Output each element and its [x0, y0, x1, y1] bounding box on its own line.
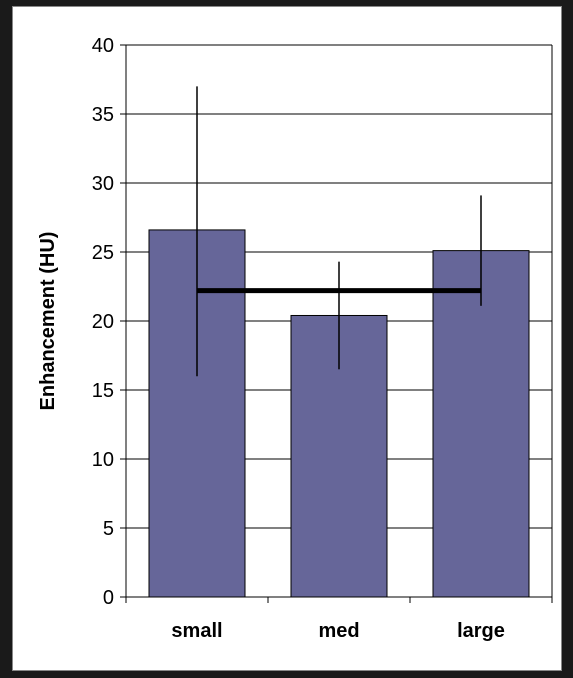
- y-tick-labels: 0 5 10 15 20 25 30 35 40: [92, 35, 114, 609]
- y-tick-label: 40: [92, 35, 114, 57]
- error-bars: [196, 86, 482, 377]
- y-tick-label: 25: [92, 242, 114, 264]
- x-category-label: med: [318, 620, 359, 642]
- y-tick-label: 30: [92, 173, 114, 195]
- y-tick-label: 5: [103, 518, 114, 540]
- bar-large: [432, 250, 530, 598]
- x-category-label: large: [457, 620, 505, 642]
- axes: [120, 44, 553, 603]
- y-tick-label: 20: [92, 311, 114, 333]
- y-axis-title: Enhancement (HU): [37, 232, 59, 411]
- x-category-label: small: [171, 620, 222, 642]
- y-tick-label: 10: [92, 449, 114, 471]
- y-tick-label: 35: [92, 104, 114, 126]
- y-tick-label: 0: [103, 587, 114, 609]
- y-tick-label: 15: [92, 380, 114, 402]
- x-category-labels: small med large: [171, 620, 504, 642]
